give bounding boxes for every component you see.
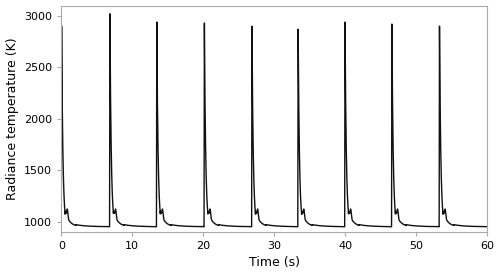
Y-axis label: Radiance temperature (K): Radiance temperature (K) <box>6 37 18 200</box>
X-axis label: Time (s): Time (s) <box>249 257 300 269</box>
